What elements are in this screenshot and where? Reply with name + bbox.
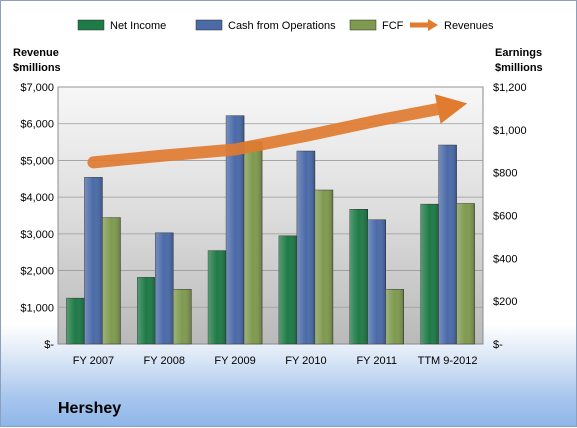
bar-shade	[155, 232, 174, 344]
bar-shade	[456, 203, 475, 344]
y-tick-label: $5,000	[20, 155, 54, 167]
y-tick-label: $2,000	[20, 266, 54, 278]
y2-tick-label: $800	[493, 168, 517, 180]
revenues-arrowhead	[434, 94, 468, 124]
legend-swatch	[195, 19, 223, 31]
legend-label: Net Income	[110, 20, 166, 32]
legend-label: FCF	[382, 20, 404, 32]
bar-shade	[66, 298, 85, 344]
bar-shade	[349, 209, 368, 344]
bar-shade	[420, 204, 439, 344]
bar-shade	[438, 145, 457, 344]
revenues-line	[87, 102, 448, 169]
bar-shade	[385, 289, 404, 344]
bar-shade	[367, 219, 386, 344]
chart-title: Hershey	[58, 400, 121, 417]
legend-label: Cash from Operations	[228, 20, 336, 32]
y-tick-label: $-	[44, 339, 54, 351]
y2-tick-label: $200	[493, 296, 517, 308]
x-tick-label: TTM 9-2012	[418, 355, 478, 367]
y-axis-title-line2: $millions	[13, 62, 61, 74]
y-tick-label: $3,000	[20, 229, 54, 241]
bar-shade	[278, 235, 297, 344]
bar-shade	[244, 141, 263, 344]
y-axis-title-line1: Revenue	[13, 47, 59, 59]
y-tick-label: $7,000	[20, 82, 54, 94]
y-tick-label: $6,000	[20, 119, 54, 131]
y-tick-label: $1,000	[20, 302, 54, 314]
bar-shade	[137, 277, 156, 344]
y-tick-label: $4,000	[20, 192, 54, 204]
legend-swatch-arrowhead	[428, 19, 438, 31]
x-tick-label: FY 2011	[356, 355, 397, 367]
bar-shade	[314, 190, 333, 344]
bar-shade	[226, 115, 245, 344]
y2-axis-title-line2: $millions	[495, 62, 543, 74]
x-tick-label: FY 2008	[144, 355, 185, 367]
y2-axis-title-line1: Earnings	[495, 47, 542, 59]
x-tick-label: FY 2007	[73, 355, 114, 367]
bar-shade	[296, 151, 315, 344]
legend-swatch	[349, 19, 377, 31]
y2-tick-label: $1,000	[493, 125, 527, 137]
x-tick-label: FY 2009	[214, 355, 255, 367]
y2-tick-label: $600	[493, 211, 517, 223]
y2-tick-label: $400	[493, 253, 517, 265]
bar-shade	[208, 250, 227, 344]
x-tick-label: FY 2010	[285, 355, 326, 367]
bar-shade	[173, 289, 192, 344]
y2-tick-label: $-	[493, 339, 503, 351]
bar-shade	[102, 217, 121, 344]
bar-shade	[84, 177, 103, 344]
legend-swatch	[77, 19, 105, 31]
plot-area	[57, 86, 484, 345]
legend-label: Revenues	[444, 20, 494, 32]
y2-tick-label: $1,200	[493, 82, 527, 94]
